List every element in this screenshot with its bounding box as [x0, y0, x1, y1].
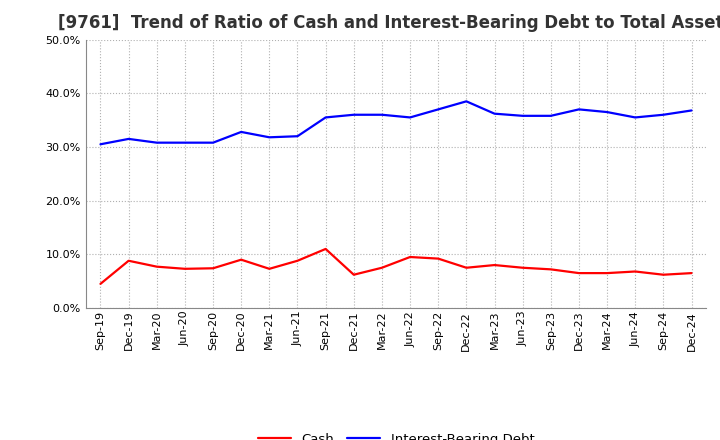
Line: Cash: Cash [101, 249, 691, 284]
Cash [546, 267, 555, 272]
Cash [96, 281, 105, 286]
Interest-Bearing Debt [293, 134, 302, 139]
Cash [293, 258, 302, 264]
Cash [462, 265, 471, 270]
Interest-Bearing Debt [490, 111, 499, 116]
Interest-Bearing Debt [659, 112, 667, 117]
Interest-Bearing Debt [96, 142, 105, 147]
Interest-Bearing Debt [377, 112, 386, 117]
Interest-Bearing Debt [406, 115, 415, 120]
Cash [153, 264, 161, 269]
Interest-Bearing Debt [153, 140, 161, 145]
Cash [406, 254, 415, 260]
Interest-Bearing Debt [181, 140, 189, 145]
Cash [209, 266, 217, 271]
Cash [631, 269, 639, 274]
Interest-Bearing Debt [631, 115, 639, 120]
Cash [434, 256, 443, 261]
Interest-Bearing Debt [518, 113, 527, 118]
Interest-Bearing Debt [265, 135, 274, 140]
Interest-Bearing Debt [125, 136, 133, 142]
Cash [321, 246, 330, 252]
Cash [181, 266, 189, 271]
Interest-Bearing Debt [575, 107, 583, 112]
Cash [349, 272, 358, 277]
Cash [237, 257, 246, 262]
Cash [575, 271, 583, 276]
Line: Interest-Bearing Debt: Interest-Bearing Debt [101, 101, 691, 144]
Interest-Bearing Debt [237, 129, 246, 135]
Interest-Bearing Debt [687, 108, 696, 113]
Cash [687, 271, 696, 276]
Interest-Bearing Debt [321, 115, 330, 120]
Interest-Bearing Debt [603, 110, 611, 115]
Cash [377, 265, 386, 270]
Legend: Cash, Interest-Bearing Debt: Cash, Interest-Bearing Debt [252, 427, 540, 440]
Cash [125, 258, 133, 264]
Interest-Bearing Debt [546, 113, 555, 118]
Interest-Bearing Debt [209, 140, 217, 145]
Cash [659, 272, 667, 277]
Cash [490, 262, 499, 268]
Cash [518, 265, 527, 270]
Cash [603, 271, 611, 276]
Title: [9761]  Trend of Ratio of Cash and Interest-Bearing Debt to Total Assets: [9761] Trend of Ratio of Cash and Intere… [58, 15, 720, 33]
Interest-Bearing Debt [349, 112, 358, 117]
Interest-Bearing Debt [434, 107, 443, 112]
Interest-Bearing Debt [462, 99, 471, 104]
Cash [265, 266, 274, 271]
